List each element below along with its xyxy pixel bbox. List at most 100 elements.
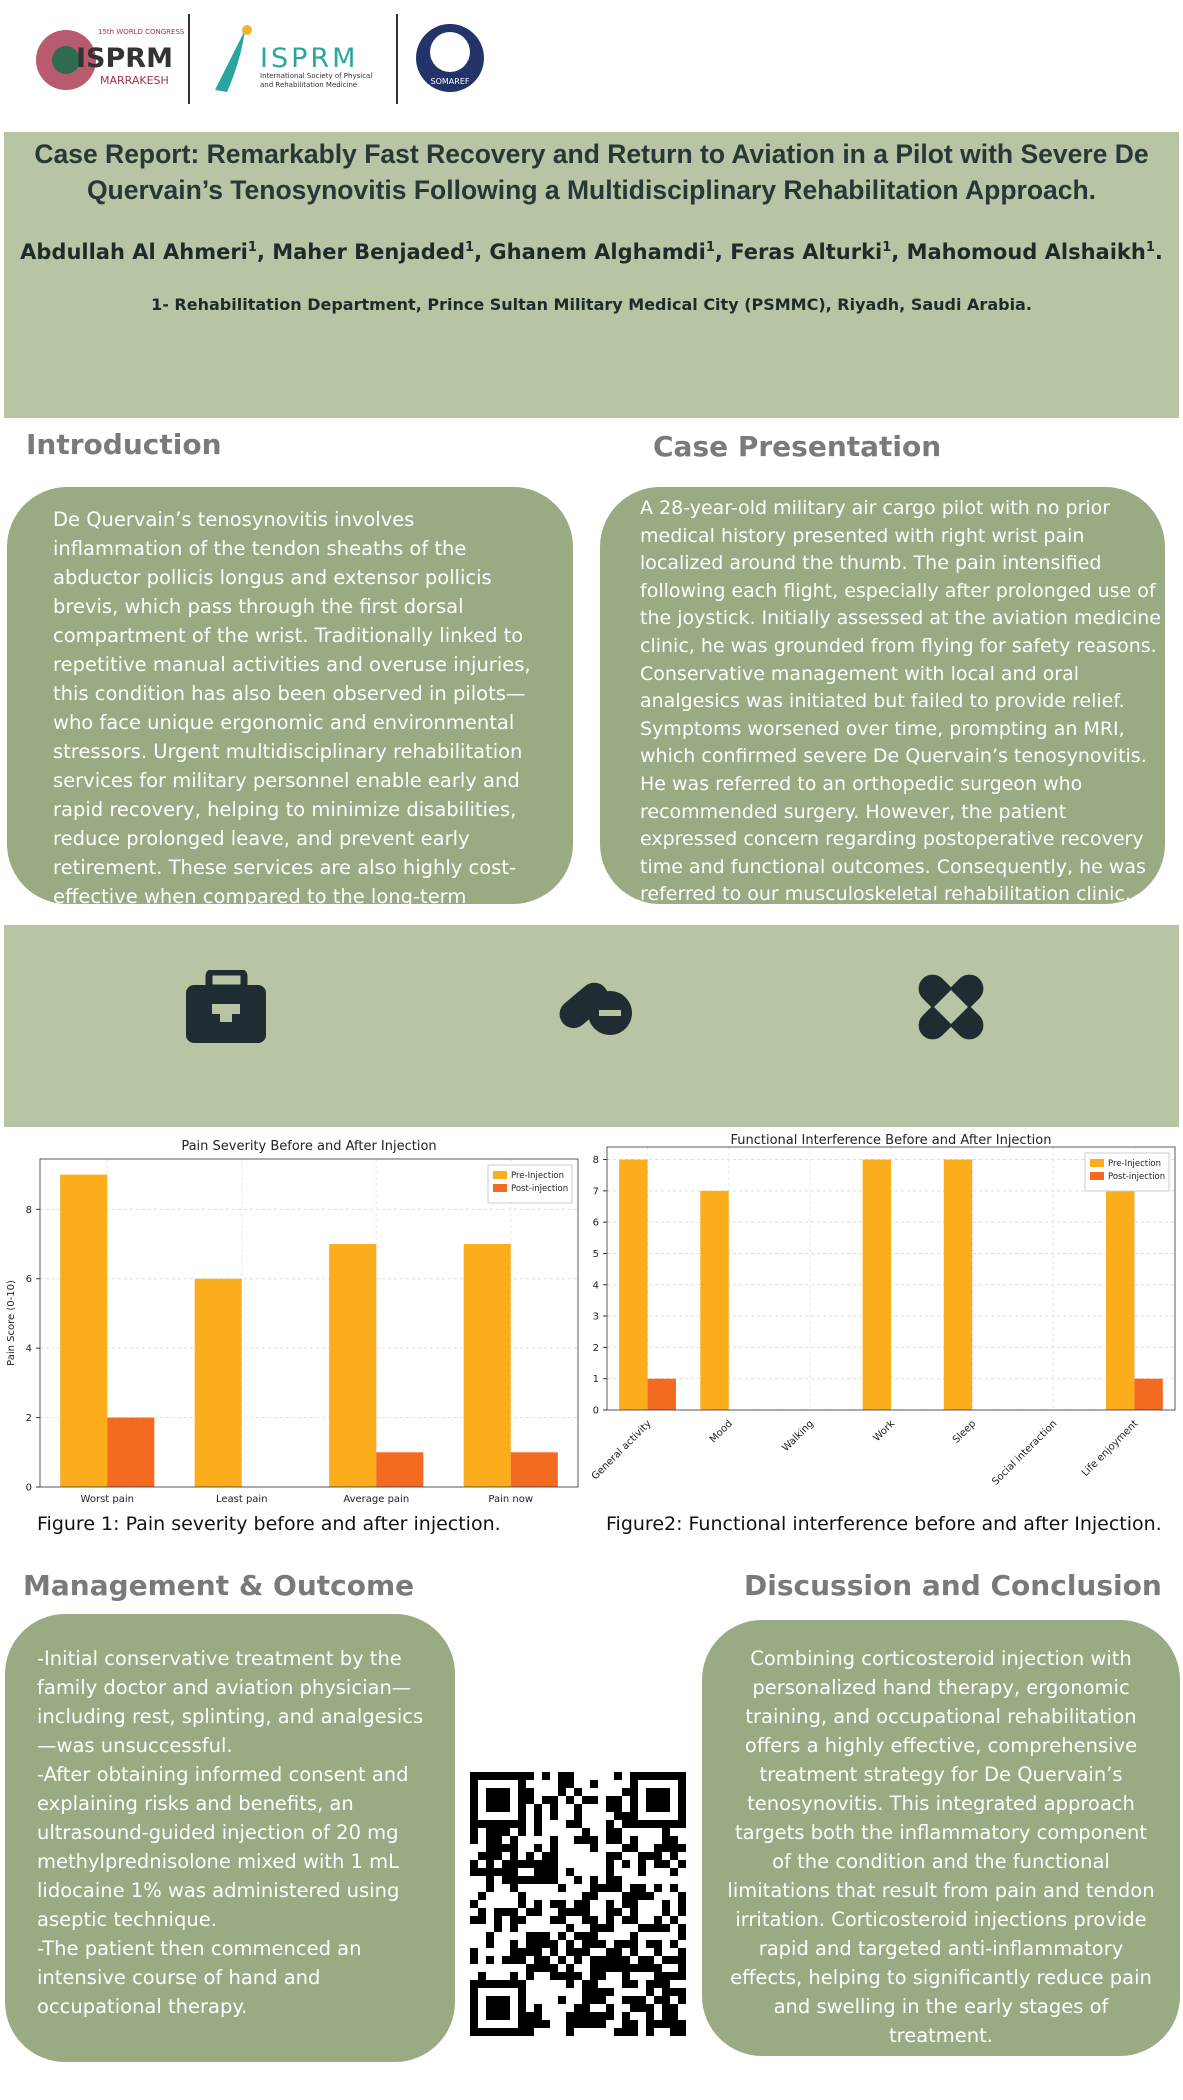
qr-module [518,1876,526,1884]
x-tick-label: Sleep [951,1418,978,1445]
qr-module [678,1844,686,1852]
chart-title: Pain Severity Before and After Injection [181,1139,436,1154]
y-tick-label: 8 [26,1205,32,1216]
qr-module [550,1844,558,1852]
authors: Abdullah Al Ahmeri1, Maher Benjaded1, Gh… [20,240,1163,264]
qr-module [662,1908,670,1916]
x-tick-label: Pain now [488,1494,533,1505]
legend-swatch [1090,1159,1104,1167]
qr-module [486,1860,494,1868]
qr-module [566,1868,574,1876]
qr-module [678,2028,686,2036]
qr-module [630,1964,638,1972]
logo-text: ISPRM [76,43,173,74]
qr-module [590,2012,598,2020]
qr-module [550,1940,558,1948]
qr-module [518,1828,526,1836]
qr-module [654,1940,662,1948]
qr-module [558,1972,566,1980]
qr-module [558,1932,566,1940]
qr-module [670,1940,678,1948]
qr-module [638,1860,646,1868]
qr-module [678,1988,686,1996]
qr-module [646,1892,654,1900]
qr-module [582,2004,590,2012]
qr-module [678,1972,686,1980]
qr-module [630,1908,638,1916]
qr-module [606,1884,614,1892]
authors-end: . [1154,240,1163,264]
qr-module [662,1860,670,1868]
qr-module [510,1876,518,1884]
y-tick-label: 0 [593,1406,599,1417]
qr-module [606,1828,614,1836]
qr-module [670,2020,678,2028]
qr-module [486,1788,510,1812]
qr-module [638,1924,646,1932]
legend-label: Post-injection [511,1184,568,1194]
author-affiliation: 1 [465,240,475,255]
qr-module [646,1924,654,1932]
qr-module [630,1900,638,1908]
y-axis-label: Pain Score (0-10) [6,1280,17,1366]
qr-module [566,1796,574,1804]
qr-module [646,2020,654,2028]
logo-isprm: ISPRM International Society of Physical … [215,25,373,92]
qr-module [550,1948,558,1956]
management-item: -After obtaining informed consent and ex… [37,1763,409,1931]
qr-module [614,1852,622,1860]
qr-module [654,1948,662,1956]
chart: Functional Interference Before and After… [590,1133,1176,1488]
qr-module [518,1860,526,1868]
management-item: -Initial conservative treatment by the f… [37,1647,424,1757]
x-tick-label: Life enjoyment [1080,1418,1141,1479]
qr-module [486,1852,494,1860]
qr-module [582,2020,590,2028]
qr-module [566,1972,574,1980]
qr-module [670,1972,678,1980]
qr-module [574,1876,582,1884]
y-tick-label: 4 [593,1280,599,1291]
qr-module [582,1900,590,1908]
qr-module [534,2012,542,2020]
qr-module [566,1820,574,1828]
qr-module [630,1948,638,1956]
qr-module [662,1924,670,1932]
bar [700,1190,729,1410]
y-tick-label: 7 [593,1186,599,1197]
qr-module [590,1940,598,1948]
qr-module [574,1956,582,1964]
y-tick-label: 2 [26,1413,32,1424]
qr-module [654,1924,662,1932]
qr-module [622,2028,630,2036]
qr-module [638,1956,646,1964]
qr-module [550,1836,558,1844]
qr-module [654,1964,662,1972]
qr-module [550,1972,558,1980]
logo-isprm-congress: 15th WORLD CONGRESS ISPRM MARRAKESH [36,28,185,90]
qr-module [646,2028,654,2036]
qr-module [590,1796,598,1804]
qr-module [606,1860,614,1868]
qr-module [582,2012,590,2020]
qr-module [558,1956,566,1964]
qr-module [550,1916,558,1924]
qr-module [622,1940,630,1948]
qr-module [574,1836,582,1844]
bar [510,1452,558,1487]
qr-module [534,2020,542,2028]
qr-module [630,1884,638,1892]
qr-module [598,2012,606,2020]
qr-module [606,1836,614,1844]
qr-module [494,1844,502,1852]
qr-module [622,1916,630,1924]
qr-module [486,1844,494,1852]
qr-module [622,1788,630,1796]
qr-module [526,1788,534,1796]
title: Case Report: Remarkably Fast Recovery an… [34,139,1149,205]
qr-module [606,1868,614,1876]
qr-module [534,1876,542,1884]
qr-module [510,1972,518,1980]
qr-module [590,1780,598,1788]
logo-text: International Society of Physical and Re… [260,72,373,89]
